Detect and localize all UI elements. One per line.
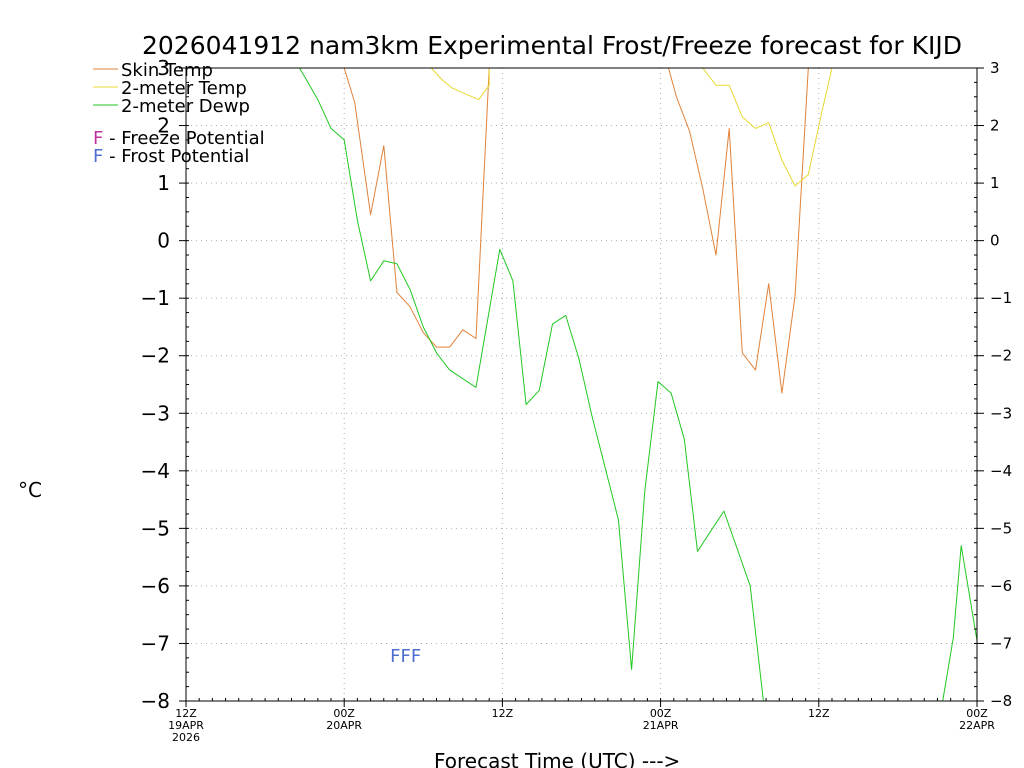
legend-entry-2m-dewp: 2-meter Dewp (93, 96, 250, 117)
frost-symbol: F (93, 146, 103, 167)
y-tick-label-left: −3 (141, 401, 170, 425)
y-tick-label-left: −8 (141, 689, 170, 713)
y-tick-label-left: 1 (157, 171, 170, 195)
y-tick-label-right: −7 (990, 634, 1012, 652)
y-tick-label-left: −2 (141, 344, 170, 368)
freeze-text: - Freeze Potential (103, 128, 264, 149)
y-tick-label-right: 2 (990, 117, 1000, 135)
y-tick-label-left: −4 (141, 459, 170, 483)
y-tick-label-left: 0 (157, 229, 170, 253)
x-tick-label: 2026 (172, 731, 200, 744)
x-tick-label: 00Z (650, 707, 672, 720)
y-tick-label-left: 2 (157, 114, 170, 138)
y-tick-label-right: −1 (990, 289, 1012, 307)
y-tick-label-right: −6 (990, 577, 1012, 595)
legend-label-skin-temp: Skin Temp (121, 60, 213, 81)
legend-freeze-potential: F - Freeze Potential (93, 128, 265, 149)
frost-potential-marker: FFF (390, 646, 421, 667)
x-tick-label: 00Z (966, 707, 988, 720)
legend-label-2m-temp: 2-meter Temp (121, 78, 247, 99)
y-tick-label-left: −6 (141, 574, 170, 598)
series-line-2-meter-temp (430, 67, 833, 187)
freeze-symbol: F (93, 128, 103, 149)
legend-entry-2m-temp: 2-meter Temp (93, 78, 247, 99)
y-axis-label: °C (18, 478, 42, 502)
y-tick-label-right: −3 (990, 404, 1012, 422)
x-tick-label: 21APR (643, 719, 679, 732)
series-line-2-meter-dewp (298, 67, 978, 702)
y-tick-label-right: 0 (990, 232, 1000, 250)
y-tick-label-left: 3 (157, 56, 170, 80)
plot-background (186, 68, 977, 701)
y-tick-label-right: −4 (990, 462, 1012, 480)
legend-frost-potential: F - Frost Potential (93, 146, 249, 167)
x-axis-label: Forecast Time (UTC) ---> (434, 749, 680, 768)
y-tick-label-left: −7 (141, 631, 170, 655)
x-tick-label: 22APR (959, 719, 995, 732)
x-tick-label: 20APR (326, 719, 362, 732)
x-tick-label: 12Z (175, 707, 197, 720)
axis-ticks: −8 −8 −7 −7 −6 −6 −5 −5 −4 −4 −3 −3 −2 −2 −1 −1 0 0 1 1 2 2 3 3… (141, 56, 1013, 744)
y-tick-label-left: −5 (141, 516, 170, 540)
y-tick-label-right: −2 (990, 347, 1012, 365)
y-tick-label-right: −5 (990, 519, 1012, 537)
frost-text: - Frost Potential (103, 146, 249, 167)
y-tick-label-right: −8 (990, 692, 1012, 710)
chart-title: 2026041912 nam3km Experimental Frost/Fre… (142, 31, 962, 60)
x-tick-label: 12Z (808, 707, 830, 720)
x-tick-label: 19APR (168, 719, 204, 732)
legend-entry-skin-temp: Skin Temp (93, 60, 213, 81)
x-tick-label: 12Z (492, 707, 514, 720)
y-tick-label-right: 3 (990, 59, 1000, 77)
y-tick-label-left: −1 (141, 286, 170, 310)
grid (186, 68, 977, 701)
legend-label-2m-dewp: 2-meter Dewp (121, 96, 250, 117)
x-tick-label: 00Z (333, 707, 355, 720)
legend: Skin Temp 2-meter Temp 2-meter Dewp F - … (93, 60, 265, 167)
y-tick-label-right: 1 (990, 174, 1000, 192)
